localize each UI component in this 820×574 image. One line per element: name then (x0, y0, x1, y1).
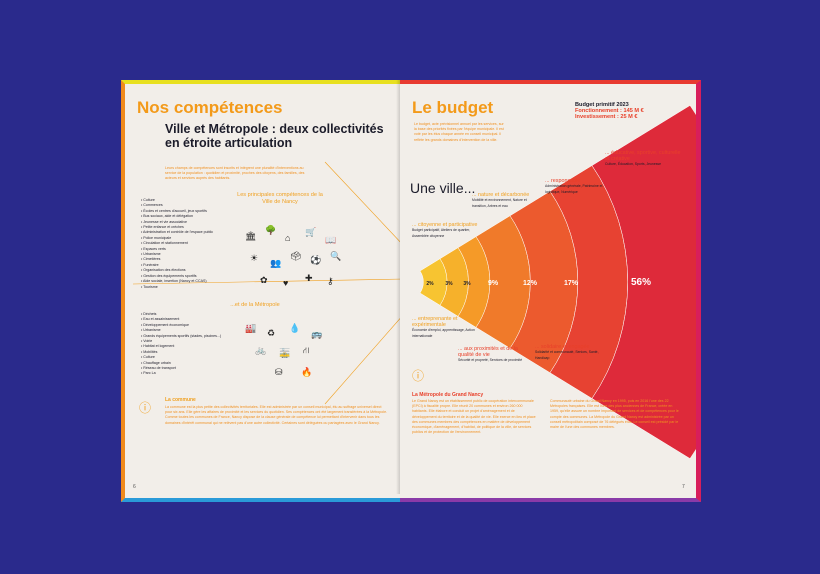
metropole-text: Le Grand Nancy est un établissement publ… (412, 399, 536, 435)
heart-icon: ♥ (283, 278, 289, 288)
info-icon: ⓘ (139, 401, 152, 415)
left-page-title: Nos compétences (137, 98, 283, 117)
budget-intro: Le budget, acte prévisionnel annuel par … (414, 122, 504, 142)
budget-investissement: Investissement : 25 M € (575, 114, 638, 120)
fan-band (591, 105, 696, 459)
list-item: • Administration et contrôle de l'espace… (141, 230, 214, 235)
list-item: • Bus sociaux, aide et délégation (141, 214, 194, 219)
list-item: • Habitat et logement (141, 344, 175, 349)
fan-percent-label: 2% (426, 281, 434, 287)
fan-percent-label: 17% (564, 280, 579, 287)
left-page-intro: Leurs champs de compétences sont inscrit… (165, 166, 305, 181)
key-icon: ⚷ (327, 276, 334, 286)
list-item: • Aide sociale, insertion (Nancy et CCAS… (141, 279, 207, 284)
page-number-left: 6 (133, 484, 136, 490)
right-page: Le budget Budget primitif 2023 Fonctionn… (400, 80, 701, 502)
tree-icon: 🌳 (265, 225, 277, 235)
recycle-icon: ♻ (267, 328, 276, 338)
info-icon: ⓘ (412, 369, 425, 383)
fan-percent-label: 9% (488, 280, 499, 287)
list-item: • Mobilités (141, 349, 158, 354)
cross-icon: ✚ (305, 273, 313, 283)
coins-icon: ⛁ (275, 367, 283, 377)
bike-icon: 🚲 (255, 345, 267, 355)
segment-entreprenante: ... entreprenante et expérimentale Écono… (412, 316, 475, 338)
list-item: • Cimetières (141, 257, 161, 262)
ball-icon: ⚽ (310, 255, 322, 265)
search-icon: 🔍 (330, 251, 342, 261)
sun-icon: ☀ (250, 253, 259, 263)
page-number-right: 7 (682, 484, 685, 490)
list-item: • Déchets (141, 312, 157, 316)
ballot-icon: 🗳 (290, 251, 302, 261)
list-item: • Parc La (141, 371, 156, 376)
building-icon: 🏛 (245, 231, 257, 241)
water-drop-icon: 💧 (289, 323, 301, 333)
segment-responsable: ... responsable Administration générale,… (545, 178, 603, 194)
metropole-text-2: Communauté urbaine du Grand Nancy en 199… (550, 399, 679, 430)
list-item: • Voirie (141, 339, 153, 344)
list-item: • Développement économique (141, 322, 190, 327)
budget-summary: Budget primitif 2023 Fonctionnement : 14… (575, 102, 644, 120)
budget-heading: Budget primitif 2023 (575, 102, 629, 108)
list-item: • Tourisme (141, 284, 158, 289)
list-item: • Eau et assainissement (141, 317, 180, 322)
tram-icon: 🚋 (279, 348, 291, 358)
commune-title: La commune (165, 397, 196, 403)
fan-lines (132, 161, 404, 405)
budget-fonctionnement: Fonctionnement : 145 M € (575, 108, 644, 114)
list-item: • Chauffage urbain (141, 360, 171, 365)
book-icon: 📖 (325, 235, 337, 245)
list-item: • Organisation des élections (141, 268, 186, 273)
people-icon: 👥 (270, 258, 282, 268)
fan-percent-label: 3% (463, 281, 471, 287)
list-item: • Commerces (141, 203, 163, 208)
list-item: • Police municipale (141, 235, 172, 240)
segment-educative: ... éducative, sportive, culturelle et c… (605, 150, 681, 167)
list-item: • Urbanisme (141, 328, 161, 333)
segment-nature: ... nature et décarbonée Mobilité et env… (472, 192, 530, 208)
list-item: • Culture (141, 355, 155, 360)
factory-icon: 🏭 (245, 323, 257, 333)
bus-icon: 🚌 (311, 329, 323, 339)
metropole-competences-label: ...et de la Métropole (230, 302, 280, 308)
list-item: • Gestion des équipements sportifs (141, 273, 197, 278)
list-item: • Funéraire (141, 262, 159, 267)
segment-proximite: ... aux proximités et de la qualité de v… (458, 346, 523, 363)
left-page-subtitle-2: en étroite articulation (165, 136, 293, 150)
right-page-title: Le budget (412, 98, 494, 117)
ville-competences-list: • Culture • Commerces • Écoles et centre… (141, 198, 231, 290)
ville-competences-label: Les principales compétences de la Ville … (237, 192, 323, 205)
left-page-subtitle-1: Ville et Métropole : deux collectivités (165, 122, 384, 136)
list-item: • Écoles et centres d'accueil, jeux spor… (141, 208, 207, 213)
list-item: • Culture (141, 198, 155, 202)
metropole-competences-list: • Déchets • Eau et assainissement • Déve… (141, 312, 241, 377)
list-item: • Grands équipements sportifs (stades, p… (141, 333, 222, 338)
cart-icon: 🛒 (305, 227, 317, 237)
list-item: • Petite enfance et crèches (141, 225, 184, 230)
commune-text: La commune est la plus petite des collec… (165, 405, 388, 425)
budget-fan-chart: 2% 3% 3% 9% 12% 17% 56% (419, 105, 696, 459)
list-item: • Réseau de transport (141, 366, 176, 371)
left-page: Nos compétences Ville et Métropole : deu… (121, 80, 404, 502)
metropole-title: La Métropole du Grand Nancy (412, 392, 484, 398)
list-item: • Urbanisme (141, 252, 161, 257)
segment-citoyenne: ... citoyenne et participative Budget pa… (412, 222, 478, 238)
flame-icon: 🔥 (301, 367, 313, 377)
fan-percent-label: 56% (631, 277, 651, 288)
fan-percent-label: 12% (523, 280, 538, 287)
list-item: • Circulation et stationnement (141, 241, 188, 246)
list-item: • Espaces verts (141, 246, 166, 251)
flower-icon: ✿ (260, 275, 268, 285)
fan-percent-label: 3% (445, 281, 453, 287)
house-icon: ⌂ (285, 233, 291, 243)
une-ville-label: Une ville... (410, 180, 476, 196)
list-item: • Jeunesse et vie associative (141, 219, 188, 224)
segment-solidaire: ... solidaire et engagée Solidarité et c… (535, 344, 599, 360)
road-icon: ⛙ (303, 345, 310, 355)
